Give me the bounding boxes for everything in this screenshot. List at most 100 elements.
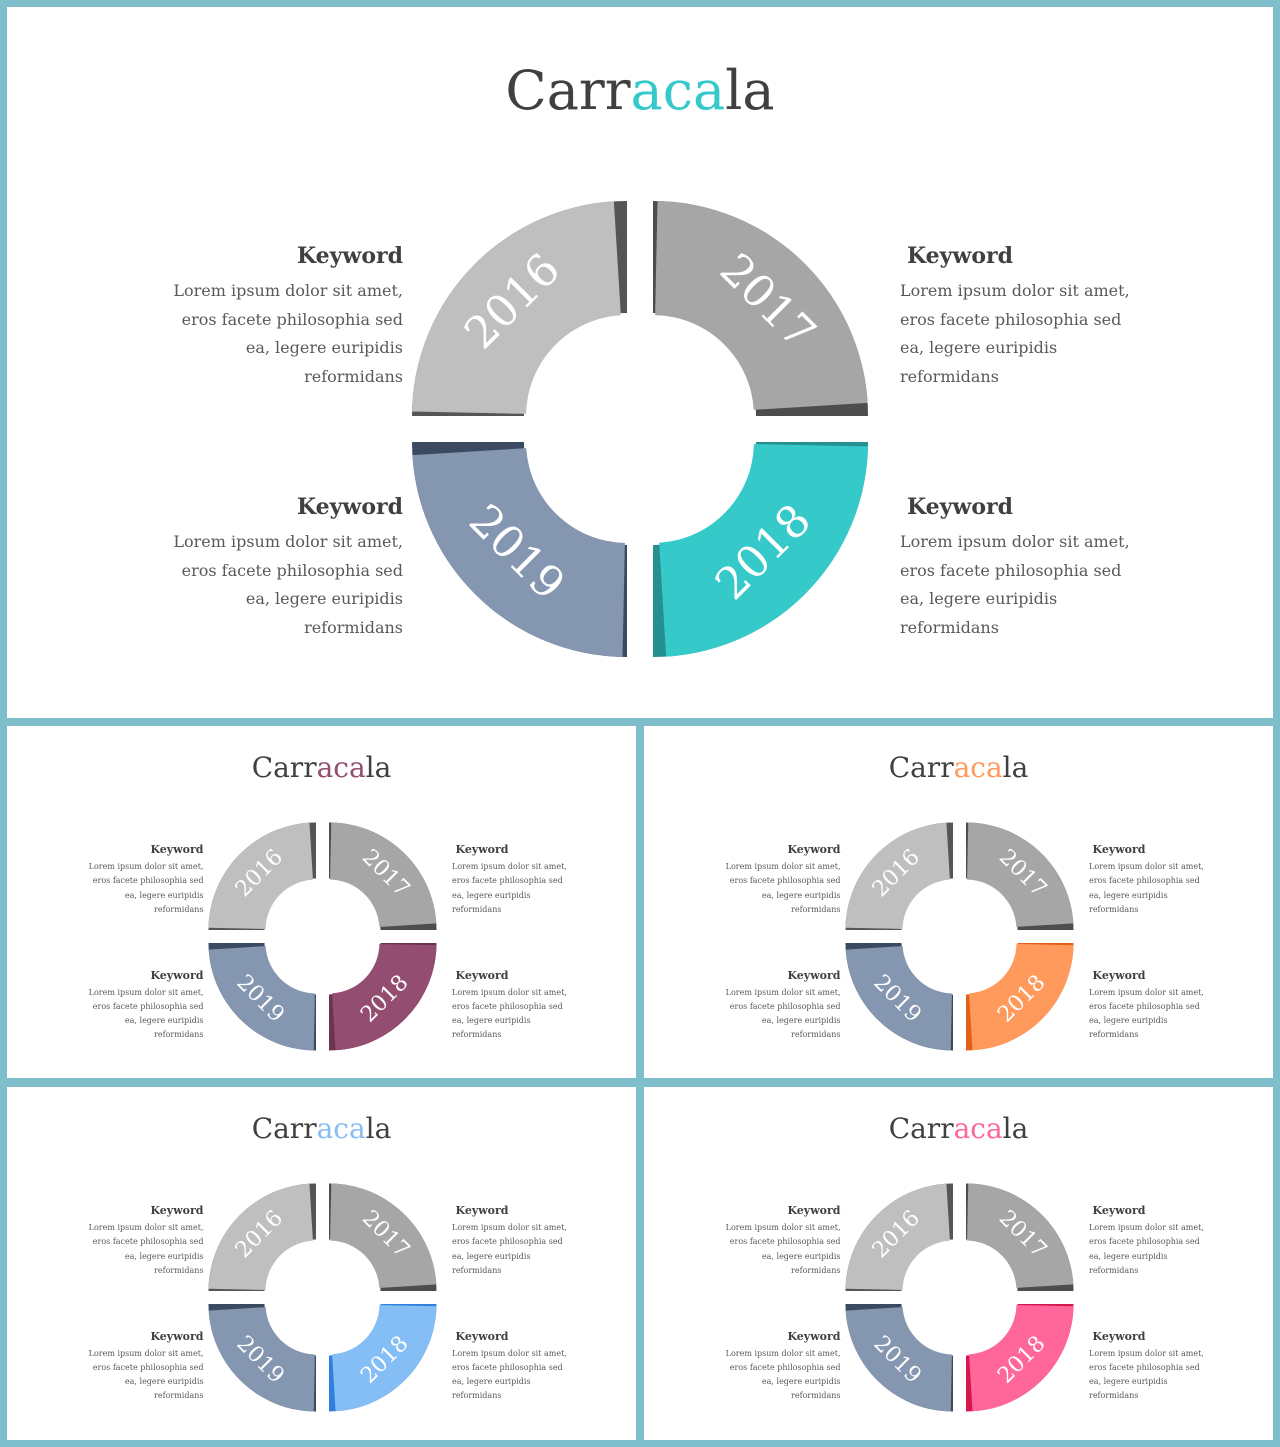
- description-line: eros facete philosophia sed: [92, 876, 204, 886]
- description-line: ea, legere euripidis: [761, 1251, 841, 1261]
- description-line: ea, legere euripidis: [452, 890, 531, 900]
- segment-2016: 2016: [845, 822, 953, 930]
- keyword-heading-2017: Keyword: [907, 243, 1014, 269]
- segment-face: [412, 448, 625, 657]
- keyword-heading-2019: Keyword: [787, 968, 841, 982]
- keyword-heading-2019: Keyword: [787, 1329, 841, 1343]
- description-line: eros facete philosophia sed: [1089, 876, 1200, 886]
- title-prefix: Carr: [251, 751, 317, 784]
- description-line: reformidans: [900, 617, 999, 637]
- description-line: ea, legere euripidis: [124, 1377, 204, 1386]
- keyword-description-2016: Lorem ipsum dolor sit amet, eros facete p…: [173, 277, 403, 391]
- description-line: eros facete philosophia sed: [452, 1237, 563, 1247]
- segment-2017: 2017: [653, 201, 868, 416]
- segment-2018: 2018: [328, 942, 436, 1050]
- slide-plum: Carracala 2016 2017 2018 2019 Keyword Lorem ip…: [7, 726, 636, 1078]
- description-line: ea, legere euripidis: [1089, 1016, 1168, 1025]
- description-line: reformidans: [154, 904, 204, 914]
- keyword-heading-2018: Keyword: [455, 968, 509, 982]
- description-line: ea, legere euripidis: [245, 338, 403, 357]
- description-line: ea, legere euripidis: [124, 1016, 204, 1025]
- description-line: reformidans: [154, 1030, 204, 1040]
- segment-2019: 2019: [845, 942, 953, 1050]
- segment-2016: 2016: [412, 201, 627, 416]
- title-suffix: la: [1002, 751, 1029, 784]
- description-line: reformidans: [154, 1265, 204, 1275]
- segment-2016: 2016: [845, 1183, 953, 1291]
- description-line: ea, legere euripidis: [124, 890, 204, 900]
- description-line: ea, legere euripidis: [761, 1016, 841, 1025]
- description-line: reformidans: [900, 366, 999, 386]
- title-highlight: aca: [953, 1112, 1003, 1145]
- segment-face: [966, 1183, 1073, 1288]
- segment-2018: 2018: [328, 1303, 436, 1411]
- slide-blue: Carracala 2016 2017 2018 2019 Keyword Lorem ip…: [7, 1087, 636, 1440]
- description-line: ea, legere euripidis: [245, 589, 403, 608]
- segment-face: [845, 822, 950, 929]
- slide-title: Carracala: [7, 1112, 636, 1145]
- keyword-description-2018: Lorem ipsum dolor sit amet, eros facete p…: [452, 986, 567, 1043]
- description-line: Lorem ipsum dolor sit amet,: [725, 862, 841, 871]
- keyword-description-2019: Lorem ipsum dolor sit amet, eros facete p…: [89, 986, 204, 1043]
- keyword-heading-2018: Keyword: [907, 494, 1014, 520]
- description-line: eros facete philosophia sed: [452, 1001, 563, 1011]
- keyword-description-2016: Lorem ipsum dolor sit amet, eros facete p…: [89, 860, 204, 917]
- segment-2016: 2016: [208, 1183, 316, 1291]
- keyword-heading-2019: Keyword: [296, 494, 403, 520]
- keyword-description-2016: Lorem ipsum dolor sit amet, eros facete p…: [89, 1221, 204, 1278]
- description-line: reformidans: [1089, 1391, 1139, 1401]
- segment-face: [331, 943, 436, 1050]
- keyword-heading-2017: Keyword: [1092, 1204, 1146, 1217]
- description-line: eros facete philosophia sed: [900, 309, 1122, 329]
- segment-2017: 2017: [328, 1183, 436, 1291]
- segment-face: [329, 1183, 436, 1288]
- description-line: reformidans: [791, 1391, 841, 1401]
- segment-face: [655, 201, 868, 410]
- description-line: Lorem ipsum dolor sit amet,: [173, 281, 403, 300]
- segment-face: [329, 822, 436, 927]
- description-line: reformidans: [452, 1391, 502, 1401]
- keyword-description-2017: Lorem ipsum dolor sit amet, eros facete p…: [452, 860, 567, 917]
- description-line: Lorem ipsum dolor sit amet,: [88, 862, 204, 871]
- keyword-description-2016: Lorem ipsum dolor sit amet, eros facete p…: [726, 860, 841, 917]
- description-line: reformidans: [452, 904, 502, 914]
- keyword-heading-2018: Keyword: [455, 1329, 509, 1343]
- keyword-heading-2018: Keyword: [1092, 968, 1146, 982]
- keyword-heading-2017: Keyword: [1092, 843, 1146, 856]
- description-line: Lorem ipsum dolor sit amet,: [88, 987, 204, 997]
- slide-title: Carracala: [7, 751, 636, 784]
- keyword-description-2017: Lorem ipsum dolor sit amet, eros facete p…: [1089, 1221, 1204, 1278]
- keyword-description-2017: Lorem ipsum dolor sit amet, eros facete p…: [900, 277, 1130, 391]
- description-line: reformidans: [452, 1265, 502, 1275]
- description-line: ea, legere euripidis: [1089, 1377, 1168, 1386]
- description-line: Lorem ipsum dolor sit amet,: [452, 862, 567, 871]
- description-line: eros facete philosophia sed: [729, 876, 841, 886]
- keyword-heading-2016: Keyword: [787, 843, 841, 856]
- title-prefix: Carr: [251, 1112, 317, 1145]
- segment-2019: 2019: [208, 942, 316, 1050]
- title-prefix: Carr: [888, 1112, 954, 1145]
- description-line: eros facete philosophia sed: [92, 1001, 204, 1011]
- description-line: eros facete philosophia sed: [729, 1237, 841, 1247]
- description-line: Lorem ipsum dolor sit amet,: [1089, 862, 1204, 871]
- keyword-description-2017: Lorem ipsum dolor sit amet, eros facete p…: [1089, 860, 1204, 917]
- description-line: eros facete philosophia sed: [900, 560, 1122, 580]
- slide-pink: Carracala 2016 2017 2018 2019 Keyword Lorem ip…: [644, 1087, 1273, 1440]
- segment-2018: 2018: [653, 442, 868, 657]
- segment-2018: 2018: [965, 1303, 1073, 1411]
- slide-orange: Carracala 2016 2017 2018 2019 Keyword Lorem ip…: [644, 726, 1273, 1078]
- keyword-description-2018: Lorem ipsum dolor sit amet, eros facete p…: [452, 1347, 567, 1404]
- segment-face: [845, 945, 952, 1050]
- segment-2017: 2017: [965, 822, 1073, 930]
- segment-face: [208, 822, 313, 929]
- description-line: eros facete philosophia sed: [1089, 1001, 1200, 1011]
- title-suffix: la: [365, 751, 392, 784]
- keyword-heading-2019: Keyword: [150, 1329, 204, 1343]
- keyword-description-2016: Lorem ipsum dolor sit amet, eros facete p…: [726, 1221, 841, 1278]
- description-line: eros facete philosophia sed: [92, 1237, 204, 1247]
- keyword-description-2019: Lorem ipsum dolor sit amet, eros facete p…: [726, 986, 841, 1043]
- description-line: ea, legere euripidis: [1089, 890, 1168, 900]
